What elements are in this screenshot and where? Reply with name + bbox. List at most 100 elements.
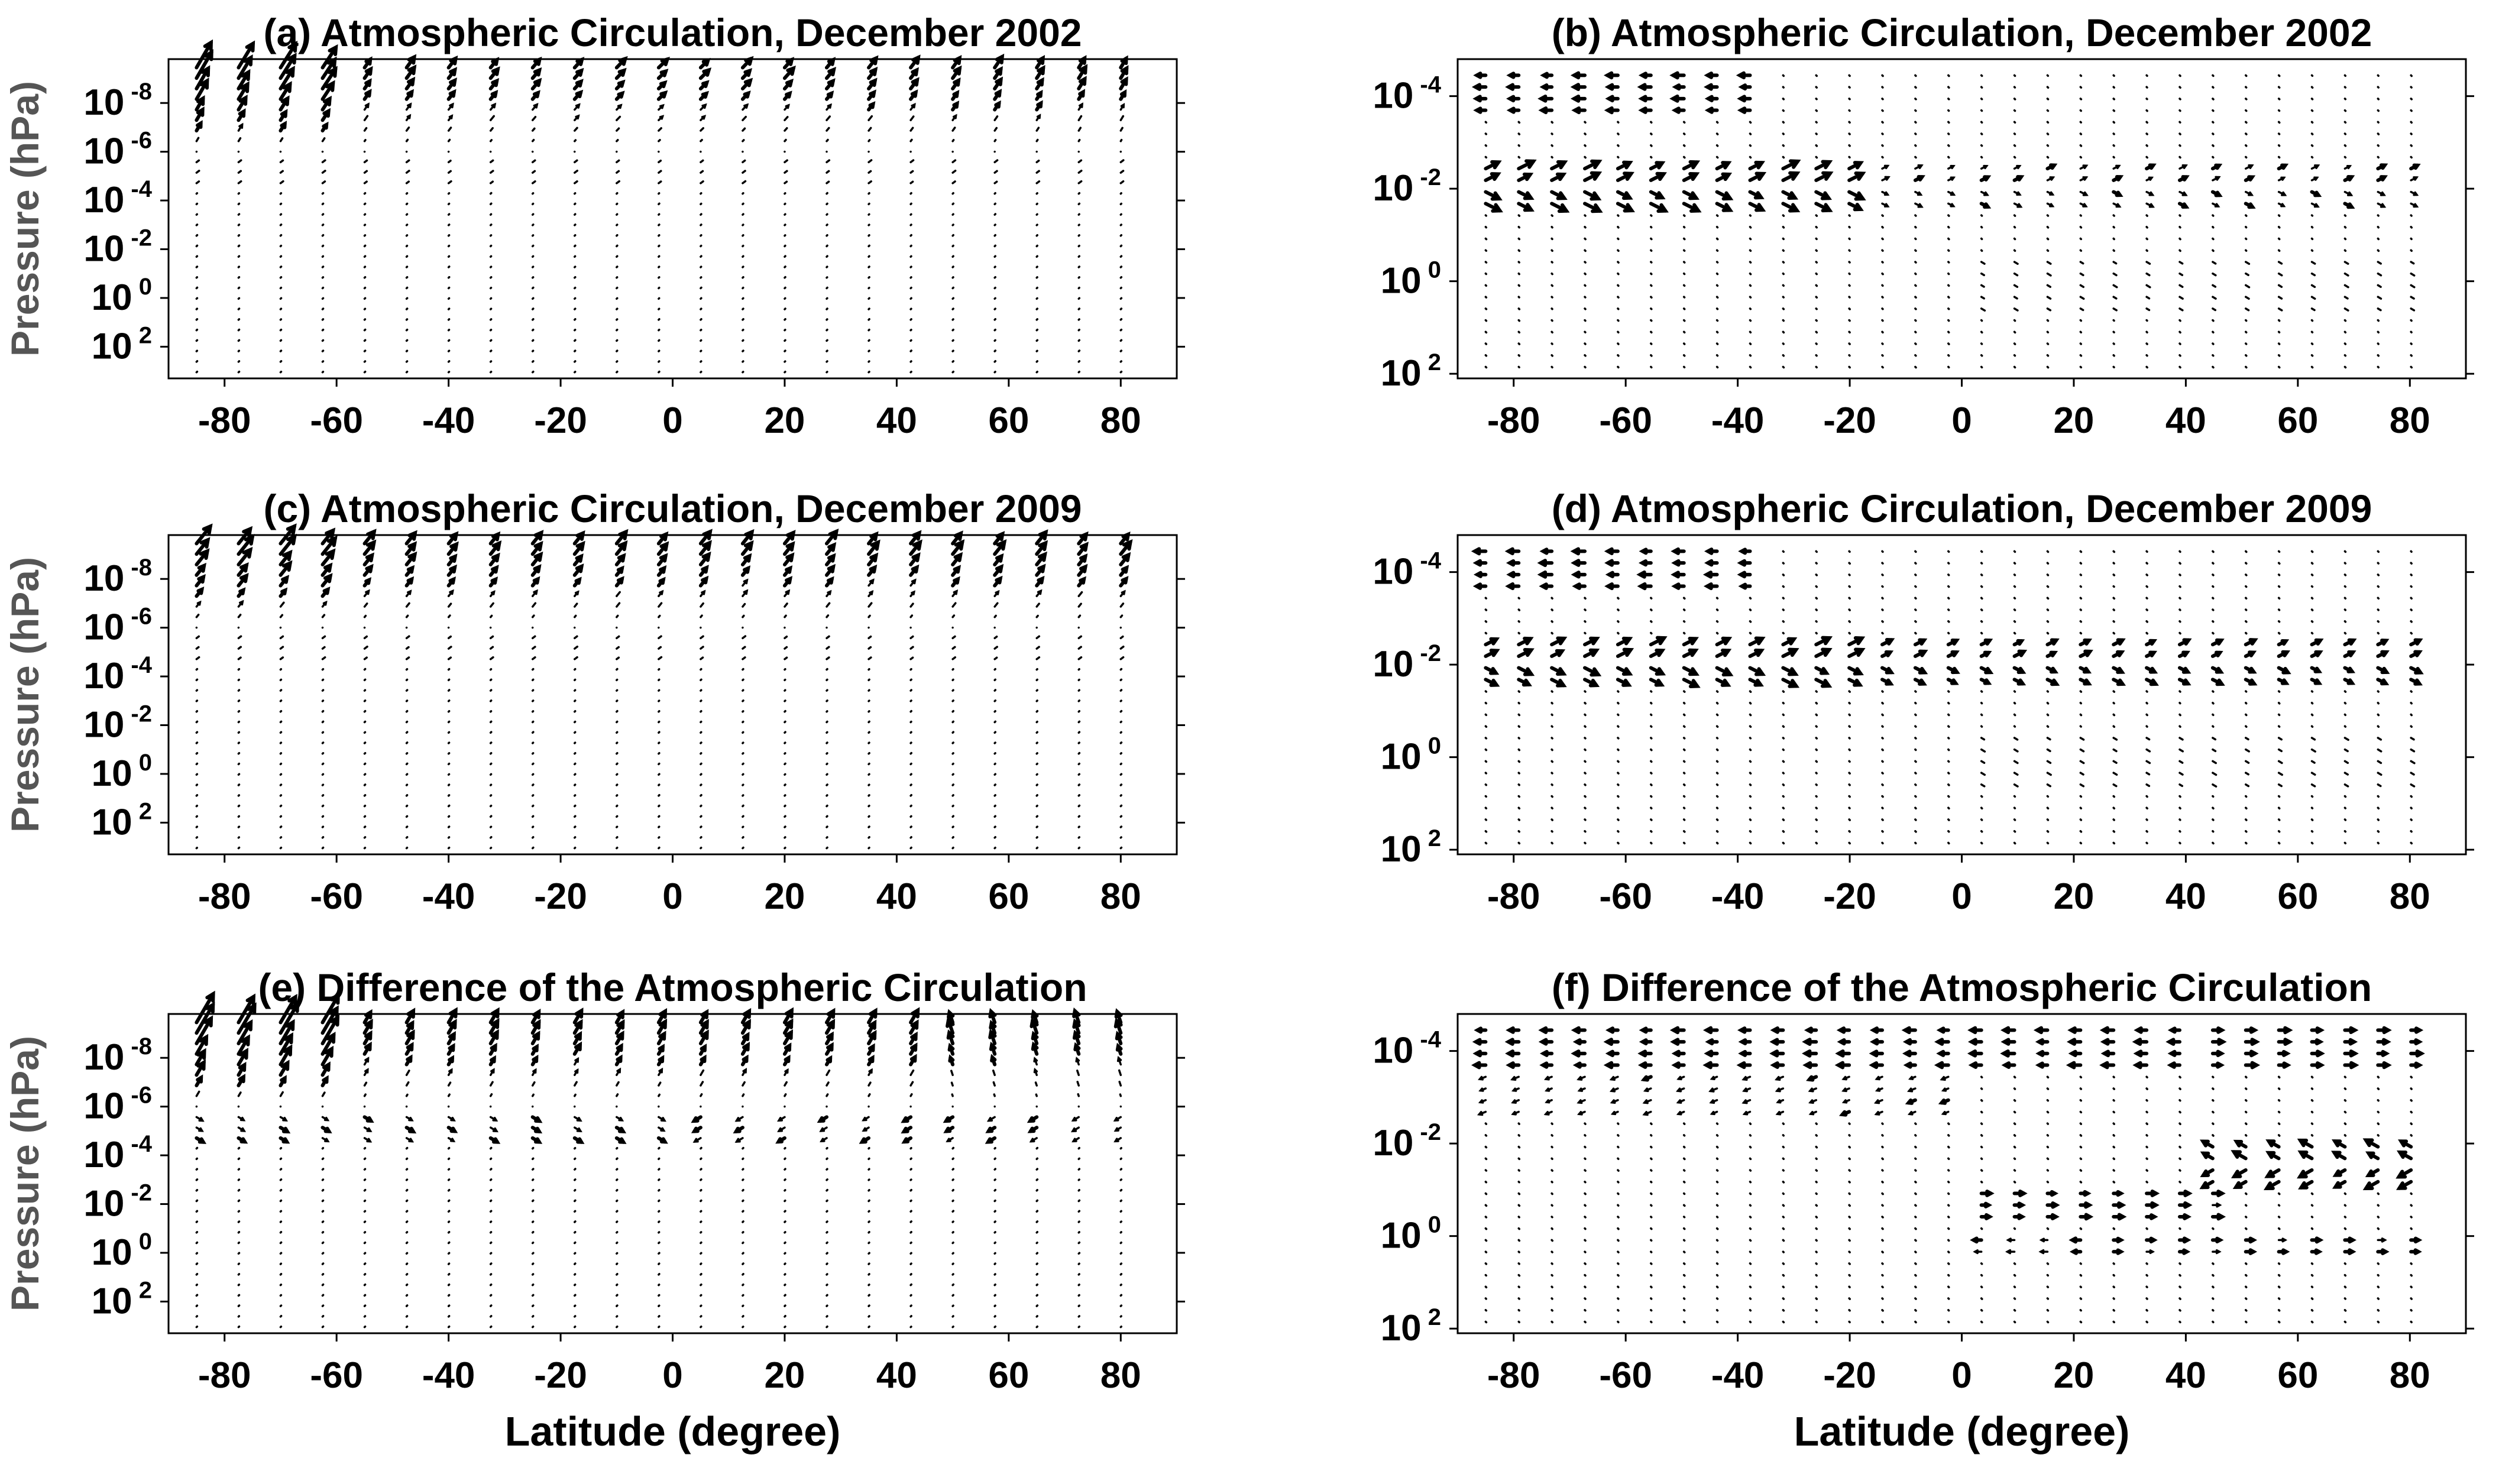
vector-arrow (363, 127, 368, 132)
vector-arrow-head (1571, 571, 1581, 579)
vector-arrow-head (1114, 1008, 1123, 1019)
vector-arrow (2013, 772, 2019, 776)
y-tick-label: 10 -2 (1372, 1119, 1441, 1164)
vector-arrow (1848, 74, 1851, 77)
vector-arrow (826, 159, 831, 164)
panel-b: (b) Atmospheric Circulation, December 20… (1372, 11, 2474, 441)
vector-arrow (1650, 354, 1653, 357)
vector-arrow-head (1609, 1075, 1616, 1081)
vector-arrow-head (238, 122, 244, 129)
vector-arrow-head (784, 1029, 794, 1041)
vector-arrow (1119, 645, 1125, 650)
vector-arrow (531, 127, 536, 132)
vector-arrow (2410, 284, 2416, 289)
vector-arrow-head (742, 1068, 747, 1074)
vector-arrow (2079, 783, 2085, 788)
vector-arrow (1848, 830, 1851, 833)
vector-arrow (2013, 307, 2019, 312)
vector-arrow-head (1741, 1075, 1748, 1081)
vector-arrow (1947, 760, 1950, 763)
vector-arrow-head (202, 523, 213, 536)
vector-arrow (195, 192, 199, 195)
vector-arrow-head (1610, 1099, 1616, 1104)
vector-arrow-head (2346, 202, 2355, 209)
vector-arrow (1815, 214, 1818, 217)
x-tick-label: 60 (2277, 876, 2318, 917)
vector-arrow (279, 709, 283, 713)
vector-arrow (1484, 1308, 1488, 1312)
vector-arrow-head (534, 1116, 543, 1123)
vector-arrow (2310, 296, 2316, 300)
vector-arrow (237, 794, 241, 797)
vector-arrow (2046, 830, 2050, 833)
vector-arrow-head (784, 1068, 789, 1074)
vector-arrow (2277, 86, 2281, 89)
vector-arrow-head (322, 1075, 329, 1084)
vector-arrow-head (953, 576, 960, 585)
vector-arrow-head (238, 95, 248, 106)
vector-arrow (2244, 284, 2251, 289)
vector-arrow-head (406, 114, 412, 119)
vector-arrow-head (323, 562, 333, 573)
vector-arrow (489, 656, 494, 660)
vector-arrow (237, 244, 241, 248)
vector-arrow (1484, 319, 1488, 322)
x-tick-label: -20 (534, 400, 587, 441)
vector-arrow-head (1071, 1116, 1077, 1122)
vector-arrow (1484, 1169, 1488, 1172)
vector-arrow-head (953, 77, 961, 87)
vector-arrow-head (1776, 1099, 1782, 1104)
vector-arrow-head (2379, 163, 2388, 170)
vector-arrow (237, 1003, 257, 1035)
vector-arrow-head (281, 1137, 290, 1144)
vector-arrow-head (448, 77, 457, 87)
vector-arrow-head (616, 1030, 624, 1041)
vector-arrow (405, 138, 409, 142)
vector-arrow (2145, 284, 2151, 289)
vector-arrow (573, 635, 578, 640)
vector-arrow (784, 1093, 787, 1097)
vector-arrow (1119, 159, 1125, 164)
vector-arrow (2377, 307, 2382, 312)
vector-arrow (867, 656, 872, 660)
vector-arrow (1815, 1192, 1818, 1195)
vector-arrow-head (1703, 582, 1713, 591)
vector-arrow (1815, 760, 1818, 763)
vector-arrow (195, 720, 199, 724)
vector-arrow (321, 297, 325, 300)
vector-arrow (1881, 74, 1884, 77)
vector-arrow-head (198, 1117, 205, 1122)
vector-arrow (1980, 272, 1985, 277)
vector-arrow (2178, 307, 2184, 312)
vector-arrow (195, 170, 200, 174)
vector-arrow-head (826, 1018, 836, 1030)
vector-arrow-head (701, 115, 707, 120)
vector-arrow-head (911, 552, 921, 563)
vector-arrow-head (1804, 1026, 1813, 1034)
vector-arrow-head (1702, 1026, 1713, 1035)
vector-arrow-head (659, 531, 669, 542)
vector-arrow (1947, 319, 1950, 322)
vector-arrow-head (1115, 1031, 1123, 1041)
vector-arrow (531, 170, 536, 174)
vector-arrow-head (701, 551, 711, 562)
vector-arrow-head (1113, 1017, 1123, 1029)
vector-arrow-head (242, 547, 253, 559)
vector-arrow (405, 635, 410, 640)
vector-arrow-head (533, 530, 544, 541)
vector-arrow (279, 67, 295, 90)
vector-arrow (195, 339, 199, 342)
vector-arrow-head (406, 76, 416, 87)
vector-arrow-head (1854, 191, 1866, 201)
vector-arrow-head (491, 540, 502, 552)
vector-arrow-head (2281, 666, 2291, 675)
vector-arrow-head (238, 600, 244, 606)
vector-arrow-head (280, 587, 288, 596)
vector-arrow-head (995, 53, 1005, 64)
vector-arrow-head (2082, 191, 2089, 196)
vector-arrow-head (1669, 1026, 1680, 1035)
vector-arrow (1848, 1308, 1851, 1312)
vector-arrow-head (826, 1031, 834, 1041)
vector-arrow (2112, 713, 2116, 717)
vector-arrow (700, 170, 704, 174)
